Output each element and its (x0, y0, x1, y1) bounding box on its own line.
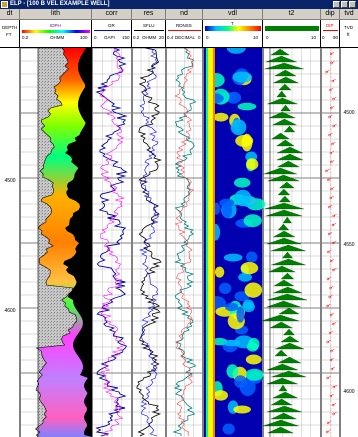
lith-color-bar (22, 30, 90, 33)
track-tab-corr[interactable]: corr (92, 9, 132, 19)
gr-curve (95, 48, 128, 437)
tvd-scale-unit: ft (347, 32, 350, 37)
minimize-icon[interactable] (333, 1, 340, 8)
track-header-row: dt lith corr res nd vdl t2 dip tvd (0, 9, 358, 20)
track-tab-res[interactable]: res (132, 9, 166, 19)
gr-scale-line (94, 30, 130, 31)
res-aux-curve (139, 48, 159, 437)
log-plot-area[interactable]: 4500 4600 4500 4550 4600 (0, 48, 358, 437)
dip-scale-line (323, 30, 338, 31)
close-icon[interactable] (349, 1, 356, 8)
scale-corr[interactable]: GR 0 GAPI 150 (92, 20, 132, 47)
scale-t2[interactable]: 0 10 (263, 20, 321, 47)
curve-scale-row: DEPTH FT IDPH 0.2 OHMM 100 GR 0 GAPI 150… (0, 20, 358, 48)
vdl-color-bar (205, 26, 261, 31)
track-tab-nd[interactable]: nd (166, 9, 203, 19)
dip-track (325, 48, 337, 437)
scale-tvd[interactable]: TVD ft (340, 20, 358, 47)
depth-label-4600: 4600 (4, 308, 15, 314)
window-title: ELP - [100 B VEL EXAMPLE WELL] (10, 1, 110, 7)
maximize-icon[interactable] (341, 1, 348, 8)
track-tab-dt[interactable]: dt (0, 9, 20, 19)
gr-aux-curve (99, 48, 125, 437)
lith-curve-name: IDPH (50, 23, 61, 28)
tvd-label-4550: 4550 (343, 242, 354, 248)
vdl-scale-min: 0 (206, 35, 209, 40)
nd-scale-line (168, 30, 201, 31)
nd-track (172, 48, 197, 437)
corr-track (95, 48, 128, 437)
t2-track (261, 48, 308, 437)
nd-scale-max: 0 (198, 35, 201, 40)
log-tracks-svg: 4500 4600 4500 4550 4600 (4, 48, 355, 437)
lith-track (35, 48, 92, 437)
gr-scale-unit: GAPI (104, 35, 115, 40)
shale-pattern-fill (35, 48, 78, 437)
tvd-label-4500: 4500 (343, 110, 354, 116)
nd-scale-unit: DECIMAL (175, 35, 196, 40)
res-scale-line (134, 30, 164, 31)
nd-curve-name: RDNSS (176, 23, 192, 28)
lith-scale-min: 0.2 (22, 35, 29, 40)
t2-scale-min: 0 (266, 35, 269, 40)
nd-aux-curve (174, 48, 195, 437)
res-curve-name: SFLU (143, 23, 155, 28)
dip-curve-name: DIP (326, 23, 334, 28)
scale-vdl[interactable]: T 0 10 (203, 20, 263, 47)
vdl-track (204, 48, 266, 437)
dip-scale-max: 90 (333, 35, 339, 40)
res-scale-max: 20 (159, 35, 165, 40)
track-tab-dip[interactable]: dip (321, 9, 340, 19)
depth-scale-unit: FT (6, 32, 12, 37)
t2-color-bar (265, 26, 319, 31)
depth-labels: 4500 4600 (4, 178, 15, 314)
dip-scale-min: 0 (322, 35, 325, 40)
app-icon[interactable] (1, 1, 8, 8)
scale-res[interactable]: SFLU 0.2 OHMM 20 (132, 20, 166, 47)
scale-dip[interactable]: DIP 0 90 (321, 20, 340, 47)
nd-scale-min: 0.4 (167, 35, 174, 40)
tvd-labels: 4500 4550 4600 (343, 110, 354, 395)
tvd-scale-title: TVD (344, 25, 353, 30)
track-tab-lith[interactable]: lith (20, 9, 92, 19)
depth-scale-title: DEPTH (2, 25, 18, 30)
track-tab-tvd[interactable]: tvd (344, 10, 354, 17)
gr-curve-name: GR (108, 23, 115, 28)
res-scale-min: 0.2 (133, 35, 140, 40)
res-track (136, 48, 162, 437)
lith-black-fill (63, 48, 92, 437)
track-tab-t2[interactable]: t2 (263, 9, 321, 19)
tvd-label-4600: 4600 (343, 389, 354, 395)
vdl-scale-label: T (231, 21, 234, 26)
depth-label-4500: 4500 (4, 178, 15, 184)
lith-scale-unit: OHMM (50, 35, 65, 40)
t2-scale-max: 10 (311, 35, 317, 40)
gr-scale-max: 150 (122, 35, 130, 40)
scale-depth[interactable]: DEPTH FT (0, 20, 20, 47)
track-tab-vdl[interactable]: vdl (203, 9, 263, 19)
title-bar[interactable]: ELP - [100 B VEL EXAMPLE WELL] (0, 0, 358, 9)
gr-scale-min: 0 (94, 35, 97, 40)
scale-lith[interactable]: IDPH 0.2 OHMM 100 (20, 20, 92, 47)
scale-nd[interactable]: RDNSS 0.4 DECIMAL 0 (166, 20, 203, 47)
vdl-scale-max: 10 (253, 35, 259, 40)
res-scale-unit: OHMM (142, 35, 157, 40)
lith-scale-max: 100 (80, 35, 88, 40)
